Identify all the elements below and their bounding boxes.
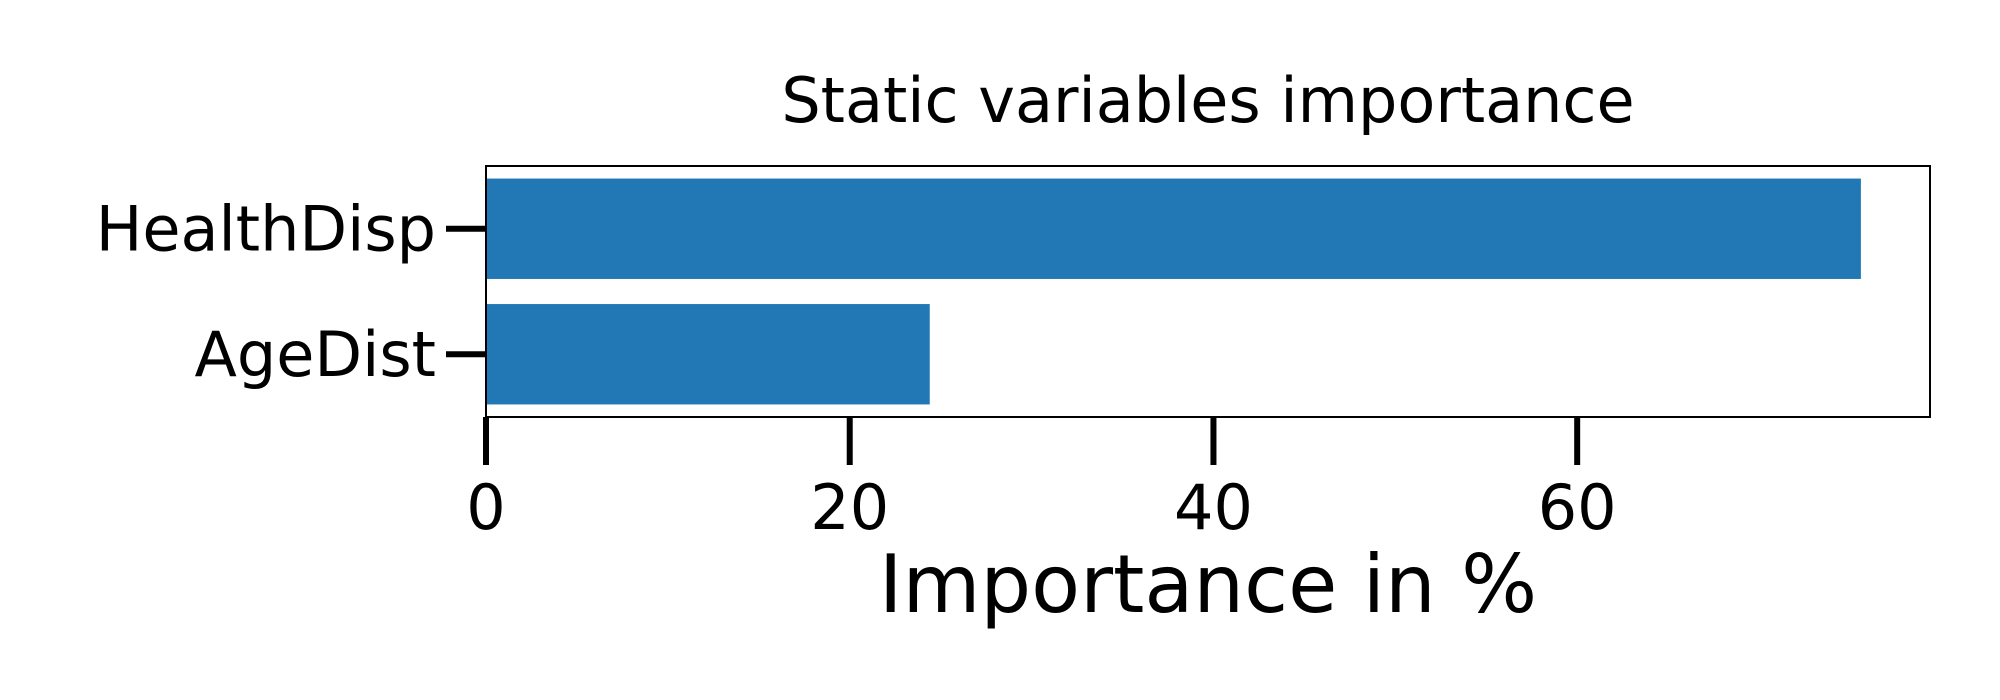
x-axis: 0 20 40 60 (466, 417, 1617, 544)
y-tick-label-agedist: AgeDist (195, 318, 437, 391)
x-tick-label-0: 0 (466, 471, 505, 544)
x-axis-label: Importance in % (879, 538, 1537, 631)
x-tick-label-40: 40 (1174, 471, 1253, 544)
chart-title: Static variables importance (781, 64, 1634, 137)
bar-agedist (486, 304, 930, 405)
bar-healthdisp (486, 178, 1861, 279)
bars-layer (486, 178, 1861, 405)
y-axis: HealthDisp AgeDist (96, 192, 486, 391)
x-tick-label-60: 60 (1538, 471, 1617, 544)
plot-frame (485, 165, 1931, 418)
y-tick-label-healthdisp: HealthDisp (96, 192, 436, 265)
x-tick-label-20: 20 (810, 471, 889, 544)
